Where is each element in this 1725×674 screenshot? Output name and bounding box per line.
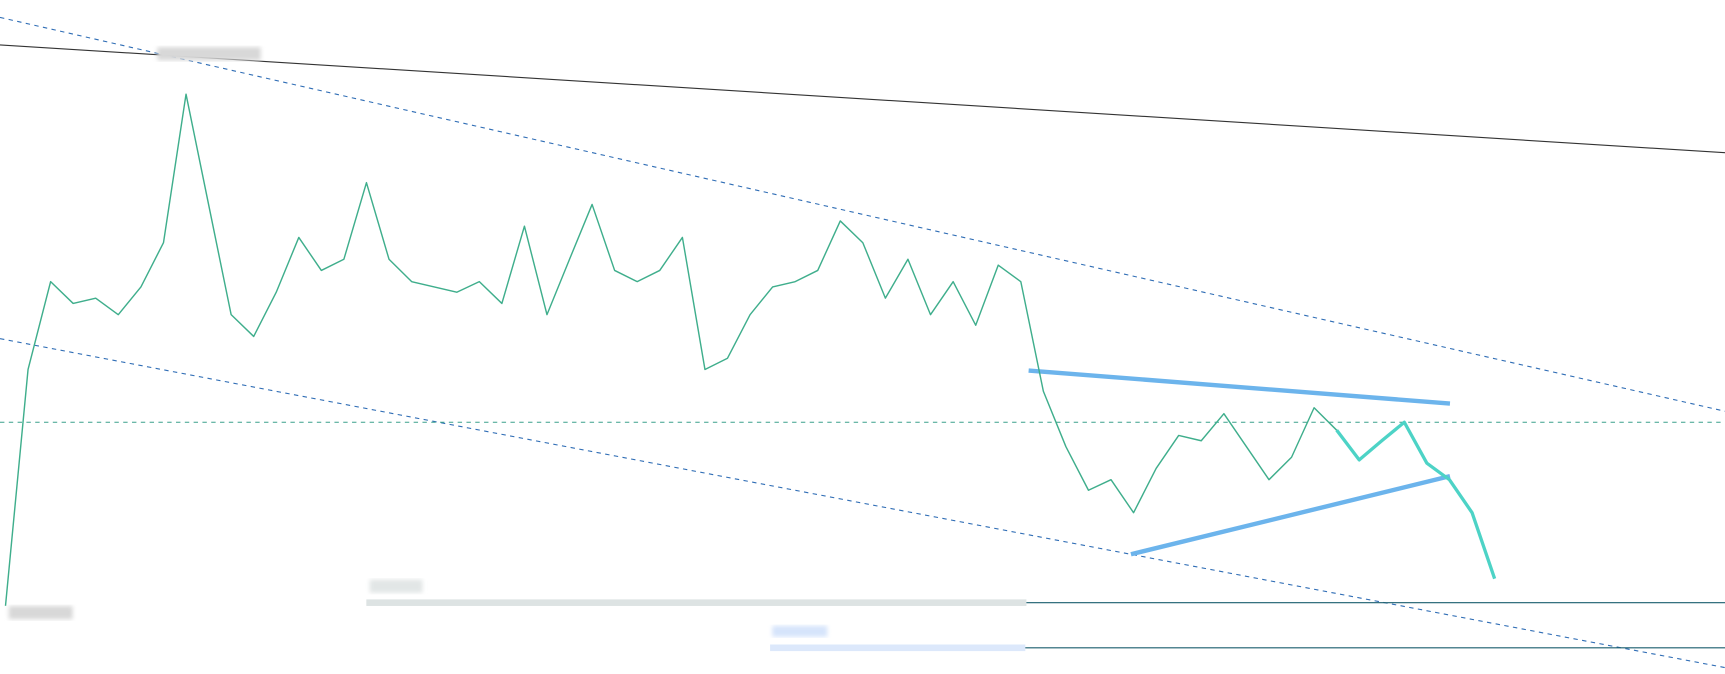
- range-bar: [366, 599, 1027, 606]
- price-line: [1335, 420, 1497, 580]
- channel-bottom: [0, 338, 1725, 669]
- blurred-label: [772, 625, 828, 637]
- range-bar: [770, 644, 1026, 652]
- trend-line: [0, 44, 1725, 154]
- blurred-label: [369, 579, 423, 593]
- blurred-label: [157, 47, 261, 61]
- blurred-label: [8, 605, 73, 620]
- triangle-bottom: [1130, 474, 1451, 557]
- channel-top: [0, 16, 1725, 412]
- price-line: [4, 93, 1338, 606]
- triangle-top: [1028, 368, 1451, 406]
